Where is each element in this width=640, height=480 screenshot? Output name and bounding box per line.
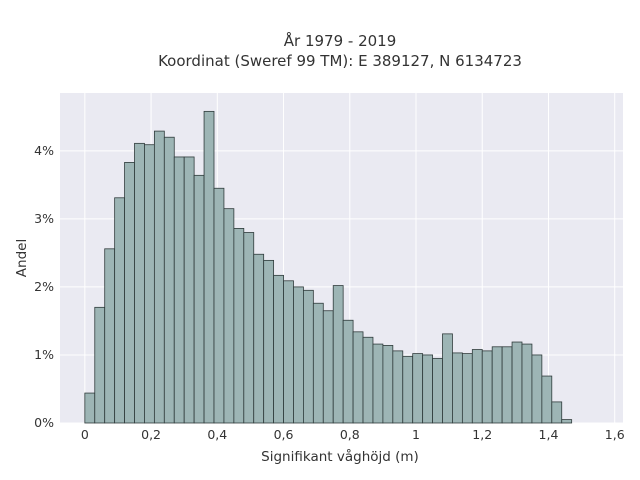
x-tick-label: 0 [81, 427, 89, 442]
y-tick-label: 4% [34, 143, 54, 158]
histogram-bar [283, 280, 294, 424]
histogram-bar [442, 333, 453, 424]
histogram-bar [114, 197, 125, 424]
histogram-bar [412, 353, 424, 424]
histogram-bar [253, 253, 265, 424]
histogram-bar [243, 232, 255, 424]
histogram-bar [402, 355, 414, 424]
y-tick-label: 0% [34, 415, 54, 430]
histogram-bar [322, 310, 334, 424]
x-tick-label: 1 [412, 427, 420, 442]
histogram-bar [551, 401, 563, 424]
histogram-bar [531, 354, 543, 424]
histogram-bar [491, 346, 503, 424]
histogram-bar [233, 228, 245, 424]
histogram-bar [273, 274, 284, 424]
x-tick-labels: 0 0,2 0,4 0,6 0,8 1 1,2 1,4 1,6 [81, 427, 625, 442]
x-axis-label: Signifikant våghöjd (m) [261, 448, 419, 465]
x-tick-label: 0,2 [141, 427, 161, 442]
y-tick-label: 1% [34, 347, 54, 362]
histogram-bar [511, 341, 523, 424]
histogram-bar [144, 144, 155, 424]
histogram-bar [392, 350, 404, 424]
histogram-bar [163, 136, 175, 424]
histogram-bar [104, 248, 116, 424]
histogram-bar [183, 156, 195, 424]
histogram-bar [372, 343, 384, 424]
histogram-bar [173, 156, 185, 424]
histogram-bar [422, 354, 433, 424]
histogram-bar [124, 162, 135, 424]
histogram-bar [193, 174, 205, 424]
histogram-bar [312, 302, 324, 424]
histogram-bar [362, 336, 374, 424]
histogram-bar [501, 346, 513, 424]
histogram-bar [134, 142, 145, 424]
histogram-bar [481, 350, 493, 424]
y-tick-label: 2% [34, 279, 54, 294]
histogram-bar [153, 130, 165, 424]
histogram-bar [84, 392, 96, 424]
x-tick-label: 1,6 [605, 427, 625, 442]
bars-group [84, 110, 573, 424]
y-tick-label: 3% [34, 211, 54, 226]
histogram-bar [293, 286, 304, 424]
histogram-bar [561, 419, 573, 424]
histogram-bar [332, 285, 344, 424]
x-tick-label: 1,2 [472, 427, 492, 442]
x-tick-label: 1,4 [539, 427, 559, 442]
histogram-bar [263, 259, 275, 424]
histogram-bar [303, 289, 314, 424]
histogram-bar [223, 208, 235, 424]
histogram-bar [471, 349, 483, 424]
histogram-bar [432, 357, 443, 424]
chart-title-line-1: År 1979 - 2019 [284, 31, 397, 50]
histogram-bar [452, 352, 463, 424]
histogram-bar [342, 319, 354, 424]
y-tick-labels: 0% 1% 2% 3% 4% [34, 143, 54, 430]
histogram-bar [203, 110, 215, 424]
histogram-bar [461, 353, 473, 424]
x-tick-label: 0,8 [340, 427, 360, 442]
histogram-bar [541, 375, 553, 424]
histogram-bar [521, 343, 533, 424]
y-axis-label: Andel [14, 239, 30, 277]
histogram-bar [382, 345, 394, 424]
histogram-bar [213, 187, 225, 424]
chart-title-line-2: Koordinat (Sweref 99 TM): E 389127, N 61… [158, 52, 522, 70]
x-tick-label: 0,6 [274, 427, 294, 442]
histogram-bar [352, 331, 364, 424]
histogram-bar [94, 306, 106, 424]
x-tick-label: 0,4 [207, 427, 227, 442]
